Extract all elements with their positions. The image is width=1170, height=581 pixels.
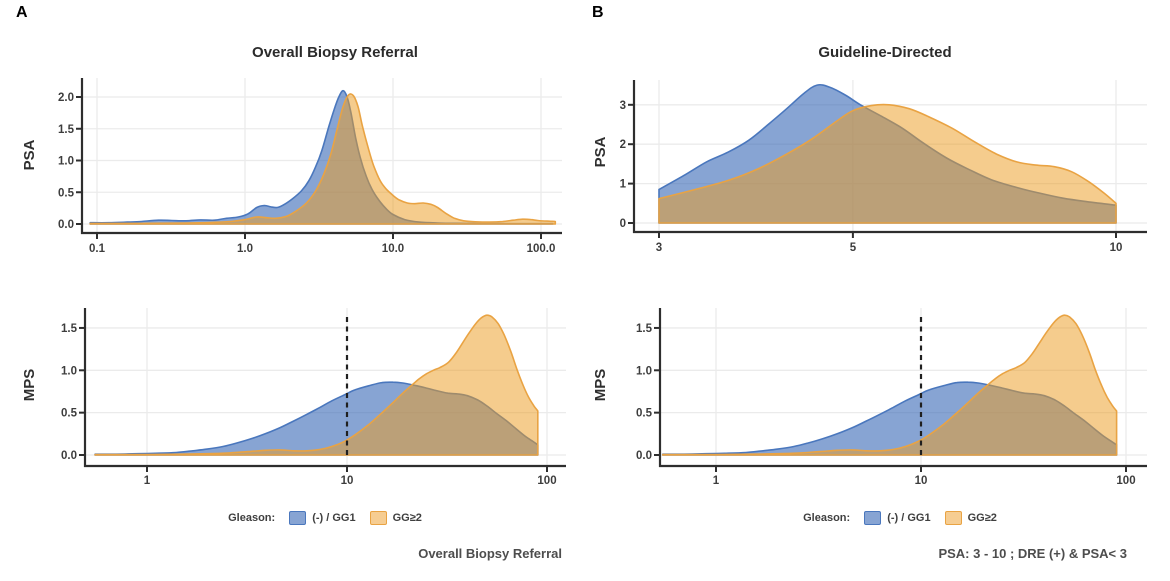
svg-text:0.0: 0.0 bbox=[61, 450, 77, 462]
panel-b-psa-axis-label: PSA bbox=[592, 136, 609, 168]
svg-text:1: 1 bbox=[144, 475, 151, 487]
svg-text:1: 1 bbox=[713, 475, 720, 487]
panel-b-caption: PSA: 3 - 10 ; DRE (+) & PSA< 3 bbox=[938, 546, 1127, 561]
panel-a-caption: Overall Biopsy Referral bbox=[418, 546, 562, 561]
panel-a-legend: Gleason: (-) / GG1 GG≥2 bbox=[117, 511, 533, 525]
svg-text:0.5: 0.5 bbox=[636, 408, 653, 420]
svg-text:1.0: 1.0 bbox=[636, 365, 652, 377]
svg-text:1: 1 bbox=[620, 179, 627, 191]
legend-item-gg1: (-) / GG1 bbox=[289, 511, 356, 525]
svg-text:10: 10 bbox=[1110, 242, 1123, 254]
legend-item-gg2: GG≥2 bbox=[369, 511, 422, 525]
svg-text:1.0: 1.0 bbox=[61, 365, 77, 377]
svg-text:10: 10 bbox=[915, 475, 928, 487]
chart-B-MPS: 0.0 0.5 1.0 1.5 1 10 100 bbox=[636, 308, 1147, 487]
panel-a-mps-axis-label: MPS bbox=[21, 368, 38, 402]
chart-A-PSA: 0.0 0.5 1.0 1.5 2.0 0.1 1.0 10.0 100.0 bbox=[58, 78, 562, 255]
gg2-swatch-icon bbox=[944, 511, 962, 525]
panel-b-label: B bbox=[592, 4, 604, 21]
svg-text:0.0: 0.0 bbox=[58, 219, 74, 231]
svg-text:0.5: 0.5 bbox=[58, 187, 75, 199]
svg-text:1.0: 1.0 bbox=[237, 243, 253, 255]
legend-item-label: (-) / GG1 bbox=[887, 512, 931, 524]
panel-b-mps-axis-label: MPS bbox=[592, 368, 609, 402]
svg-text:1.5: 1.5 bbox=[58, 124, 75, 136]
svg-text:1.5: 1.5 bbox=[61, 323, 78, 335]
legend-title: Gleason: bbox=[803, 512, 851, 524]
panel-b-title: Guideline-Directed bbox=[818, 44, 952, 61]
gg1-swatch-icon bbox=[289, 511, 307, 525]
gg1-swatch-icon bbox=[864, 511, 882, 525]
panel-a-psa-axis-label: PSA bbox=[21, 139, 38, 171]
chart-A-MPS: 0.0 0.5 1.0 1.5 1 10 100 bbox=[61, 308, 566, 487]
svg-text:10: 10 bbox=[341, 475, 354, 487]
svg-text:0: 0 bbox=[620, 218, 626, 230]
legend-item-label: GG≥2 bbox=[967, 512, 997, 524]
panel-a-title: Overall Biopsy Referral bbox=[252, 44, 418, 61]
panel-a-label: A bbox=[16, 4, 28, 21]
gg2-swatch-icon bbox=[369, 511, 387, 525]
legend-title: Gleason: bbox=[228, 512, 276, 524]
svg-text:100: 100 bbox=[537, 475, 556, 487]
svg-text:2.0: 2.0 bbox=[58, 92, 74, 104]
svg-text:0.0: 0.0 bbox=[636, 450, 652, 462]
svg-text:0.5: 0.5 bbox=[61, 408, 78, 420]
panel-b-legend: Gleason: (-) / GG1 GG≥2 bbox=[692, 511, 1108, 525]
legend-item-gg2: GG≥2 bbox=[944, 511, 997, 525]
svg-text:100: 100 bbox=[1116, 475, 1135, 487]
svg-text:1.5: 1.5 bbox=[636, 323, 653, 335]
legend-item-label: (-) / GG1 bbox=[312, 512, 356, 524]
svg-text:1.0: 1.0 bbox=[58, 156, 74, 168]
chart-B-PSA: 0 1 2 3 3 5 10 bbox=[620, 80, 1147, 254]
svg-text:10.0: 10.0 bbox=[382, 243, 404, 255]
legend-item-label: GG≥2 bbox=[392, 512, 422, 524]
legend-item-gg1: (-) / GG1 bbox=[864, 511, 931, 525]
svg-text:3: 3 bbox=[620, 100, 626, 112]
svg-text:0.1: 0.1 bbox=[89, 243, 106, 255]
svg-text:5: 5 bbox=[850, 242, 857, 254]
svg-text:3: 3 bbox=[656, 242, 662, 254]
svg-text:100.0: 100.0 bbox=[527, 243, 556, 255]
svg-text:2: 2 bbox=[620, 139, 626, 151]
